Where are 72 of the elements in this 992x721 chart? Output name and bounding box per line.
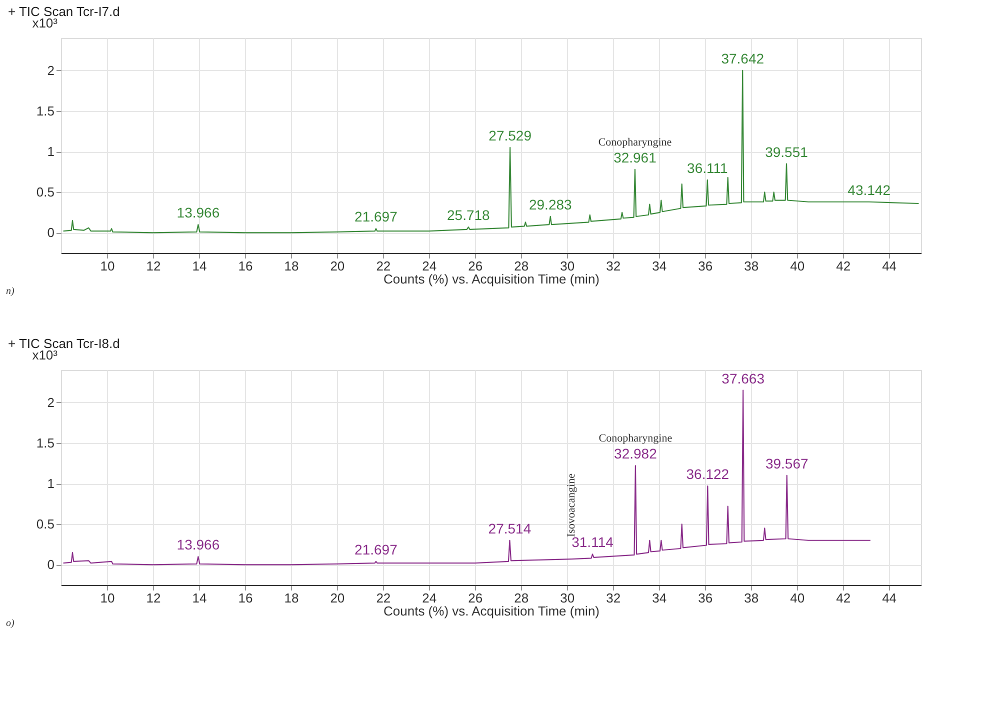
x-tick-label: 20 — [330, 258, 345, 274]
x-tick-label: 28 — [514, 258, 529, 274]
x-tick-label: 42 — [836, 590, 851, 606]
x-tick-label: 34 — [652, 590, 667, 606]
y-tick-label: 0.5 — [36, 184, 54, 200]
y-tick-label: 1 — [47, 144, 54, 160]
x-tick-label: 16 — [238, 258, 253, 274]
x-tick-label: 38 — [744, 590, 759, 606]
text: n) — [6, 286, 15, 297]
annotation: 13.966 — [176, 536, 220, 553]
annotation: 39.551 — [765, 144, 808, 160]
text: o) — [6, 618, 15, 629]
annotation: Isovoacangine — [565, 473, 578, 538]
y-tick-label: 0 — [47, 557, 54, 572]
y-tick-label: 1.5 — [36, 104, 54, 119]
x-tick-label: 36 — [698, 258, 713, 274]
annotation: Conopharyngine — [598, 136, 672, 148]
x-tick-label: 14 — [192, 258, 207, 274]
x-tick-label: 22 — [376, 590, 391, 606]
x-tick-label: 24 — [422, 590, 437, 606]
x-tick-label: 44 — [882, 258, 897, 274]
annotation: 39.567 — [765, 455, 808, 472]
x-tick-label: 12 — [146, 590, 161, 606]
x-axis-title: Counts (%) vs. Acquisition Time (min) — [383, 604, 600, 618]
x-tick-label: 12 — [146, 258, 161, 274]
annotation: 27.529 — [488, 128, 532, 144]
annotation: 32.982 — [614, 446, 658, 462]
annotation: 13.966 — [176, 204, 220, 221]
x-tick-label: 30 — [560, 258, 575, 274]
annotation: Conopharyngine — [598, 432, 672, 445]
x-tick-label: 24 — [422, 258, 437, 274]
line-series — [62, 70, 920, 234]
x-tick-label: 18 — [284, 258, 299, 274]
x-tick-label: 38 — [744, 258, 759, 274]
x-tick-label: 14 — [192, 590, 207, 606]
x-tick-label: 34 — [652, 258, 667, 274]
annotation: 43.142 — [848, 182, 891, 198]
annotation: 37.663 — [722, 370, 765, 386]
x-tick-label: 40 — [790, 258, 805, 274]
x-tick-label: 30 — [560, 590, 575, 606]
x-tick-label: 22 — [376, 258, 391, 274]
x-tick-label: 26 — [468, 258, 483, 274]
annotation: 36.111 — [687, 160, 728, 176]
y-tick-label: 1.5 — [36, 436, 54, 451]
x-tick-label: 36 — [698, 590, 713, 606]
y-tick-label: 1 — [47, 476, 54, 492]
x-tick-label: 18 — [284, 590, 299, 606]
annotation: 37.642 — [721, 50, 764, 66]
x-tick-label: 16 — [238, 590, 253, 606]
line-series — [62, 390, 871, 566]
annotation: 25.718 — [447, 207, 490, 224]
annotation: 36.122 — [686, 466, 730, 482]
annotation: 21.697 — [354, 208, 398, 225]
x-axis-title: Counts (%) vs. Acquisition Time (min) — [383, 272, 600, 286]
y-tick-label: 2 — [47, 62, 54, 78]
y-tick-label: 2 — [47, 394, 54, 410]
x-tick-label: 28 — [514, 590, 529, 606]
y-tick-label: 0 — [47, 225, 54, 240]
x-tick-label: 40 — [790, 590, 805, 606]
y-tick-label: 0.5 — [36, 516, 54, 532]
annotation: 32.961 — [614, 149, 657, 166]
annotation: 21.697 — [354, 541, 398, 558]
x-tick-label: 44 — [882, 590, 897, 606]
annotation: 27.514 — [488, 520, 532, 536]
x-tick-label: 42 — [836, 258, 851, 274]
x-tick-label: 32 — [606, 590, 621, 606]
x-tick-label: 20 — [330, 590, 345, 606]
x-tick-label: 32 — [606, 258, 621, 274]
x-tick-label: 26 — [468, 590, 483, 606]
annotation: 29.283 — [528, 196, 572, 212]
x-tick-label: 10 — [100, 258, 115, 274]
x-tick-label: 10 — [100, 590, 115, 606]
